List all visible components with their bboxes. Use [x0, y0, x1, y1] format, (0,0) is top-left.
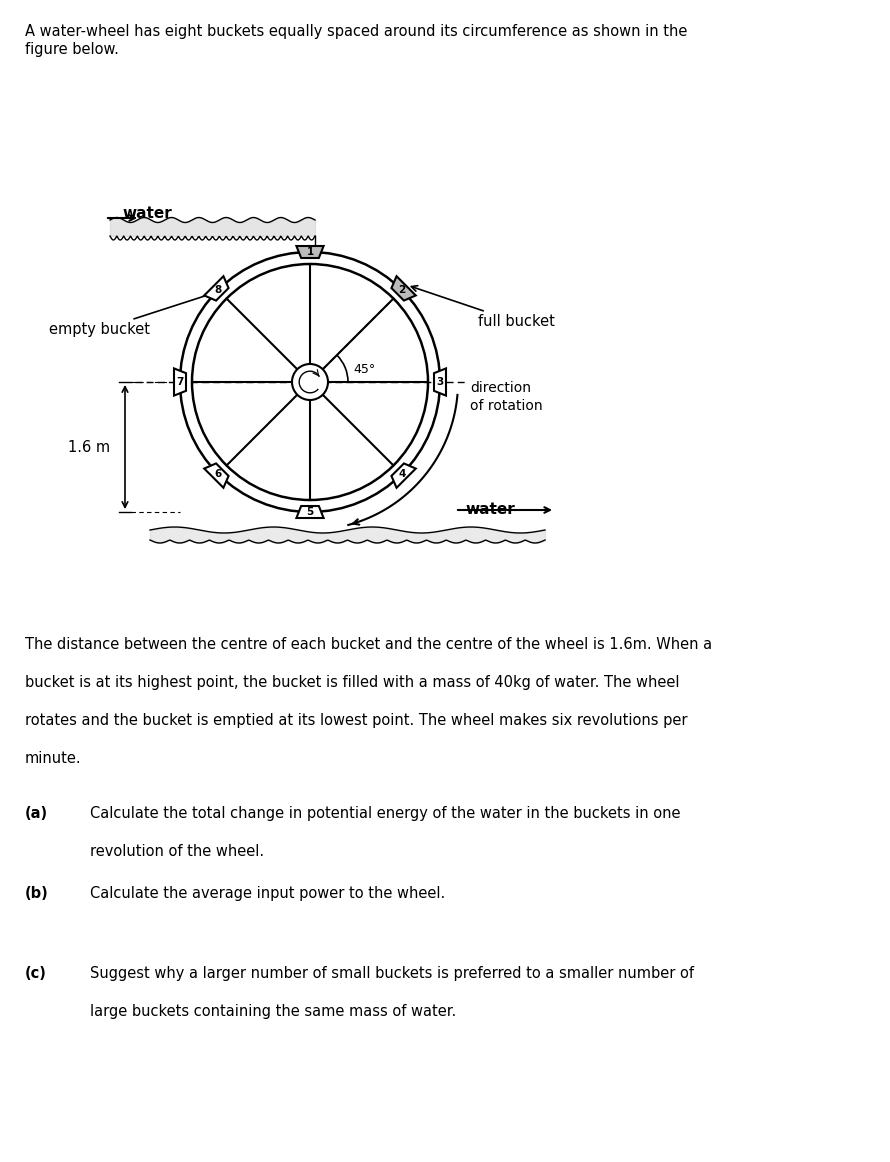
Text: full bucket: full bucket: [411, 286, 554, 330]
Polygon shape: [296, 505, 324, 518]
Text: (a): (a): [25, 806, 48, 822]
Text: 7: 7: [176, 376, 183, 387]
Text: 8: 8: [214, 285, 222, 295]
Text: revolution of the wheel.: revolution of the wheel.: [90, 844, 264, 859]
Text: bucket is at its highest point, the bucket is filled with a mass of 40kg of wate: bucket is at its highest point, the buck…: [25, 675, 679, 690]
Text: figure below.: figure below.: [25, 42, 119, 57]
Text: water: water: [465, 502, 514, 517]
Text: (b): (b): [25, 885, 49, 901]
Text: 5: 5: [306, 507, 313, 517]
Circle shape: [292, 364, 328, 400]
Polygon shape: [204, 277, 229, 301]
Text: A water-wheel has eight buckets equally spaced around its circumference as shown: A water-wheel has eight buckets equally …: [25, 24, 687, 40]
Text: 1.6 m: 1.6 m: [68, 439, 110, 454]
Polygon shape: [392, 464, 416, 488]
Text: Calculate the total change in potential energy of the water in the buckets in on: Calculate the total change in potential …: [90, 806, 681, 822]
Polygon shape: [296, 246, 324, 258]
Text: minute.: minute.: [25, 751, 82, 766]
Text: Suggest why a larger number of small buckets is preferred to a smaller number of: Suggest why a larger number of small buc…: [90, 966, 694, 981]
Text: direction
of rotation: direction of rotation: [470, 381, 543, 414]
Text: 4: 4: [398, 469, 406, 479]
Text: large buckets containing the same mass of water.: large buckets containing the same mass o…: [90, 1004, 457, 1019]
Text: water: water: [122, 207, 172, 222]
Polygon shape: [204, 464, 229, 488]
Text: (c): (c): [25, 966, 47, 981]
Text: 1: 1: [306, 248, 313, 257]
Polygon shape: [434, 368, 446, 395]
Text: 6: 6: [214, 469, 222, 479]
Text: 3: 3: [436, 376, 443, 387]
Text: The distance between the centre of each bucket and the centre of the wheel is 1.: The distance between the centre of each …: [25, 637, 712, 652]
Polygon shape: [174, 368, 186, 395]
Text: 2: 2: [399, 285, 406, 295]
Text: rotates and the bucket is emptied at its lowest point. The wheel makes six revol: rotates and the bucket is emptied at its…: [25, 713, 687, 729]
Text: empty bucket: empty bucket: [49, 290, 219, 337]
Polygon shape: [392, 277, 416, 301]
Text: Calculate the average input power to the wheel.: Calculate the average input power to the…: [90, 885, 445, 901]
Text: 45°: 45°: [353, 364, 376, 376]
